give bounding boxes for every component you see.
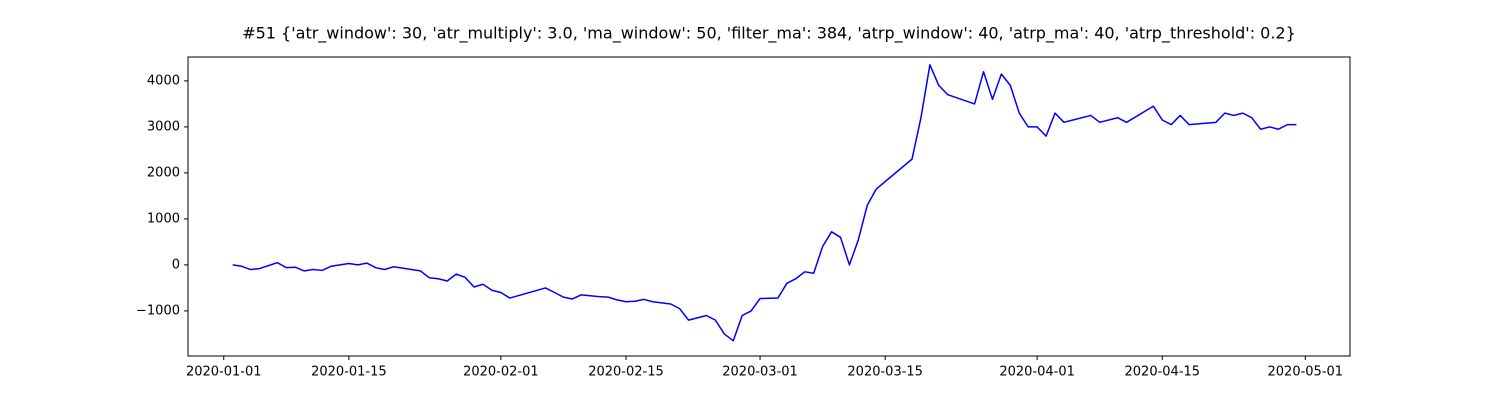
x-tick-label: 2020-01-15	[311, 365, 387, 380]
x-tick-label: 2020-04-15	[1125, 365, 1201, 380]
x-tick-label: 2020-03-01	[722, 365, 798, 380]
line-series	[232, 64, 1297, 342]
chart-title: #51 {'atr_window': 30, 'atr_multiply': 3…	[242, 24, 1296, 44]
x-tick-label: 2020-03-15	[847, 365, 923, 380]
y-tick-label: 3000	[147, 119, 180, 134]
x-tick-label: 2020-01-01	[186, 365, 262, 380]
y-tick-label: 4000	[147, 73, 180, 88]
y-tick-label: −1000	[136, 303, 180, 318]
x-tick-label: 2020-05-01	[1268, 365, 1344, 380]
x-tick-label: 2020-04-01	[999, 365, 1075, 380]
x-tick-label: 2020-02-01	[463, 365, 539, 380]
x-tick-label: 2020-02-15	[588, 365, 664, 380]
plot-frame	[187, 56, 1351, 357]
y-tick-label: 1000	[147, 211, 180, 226]
y-tick-label: 2000	[147, 165, 180, 180]
y-tick-label: 0	[172, 257, 180, 272]
